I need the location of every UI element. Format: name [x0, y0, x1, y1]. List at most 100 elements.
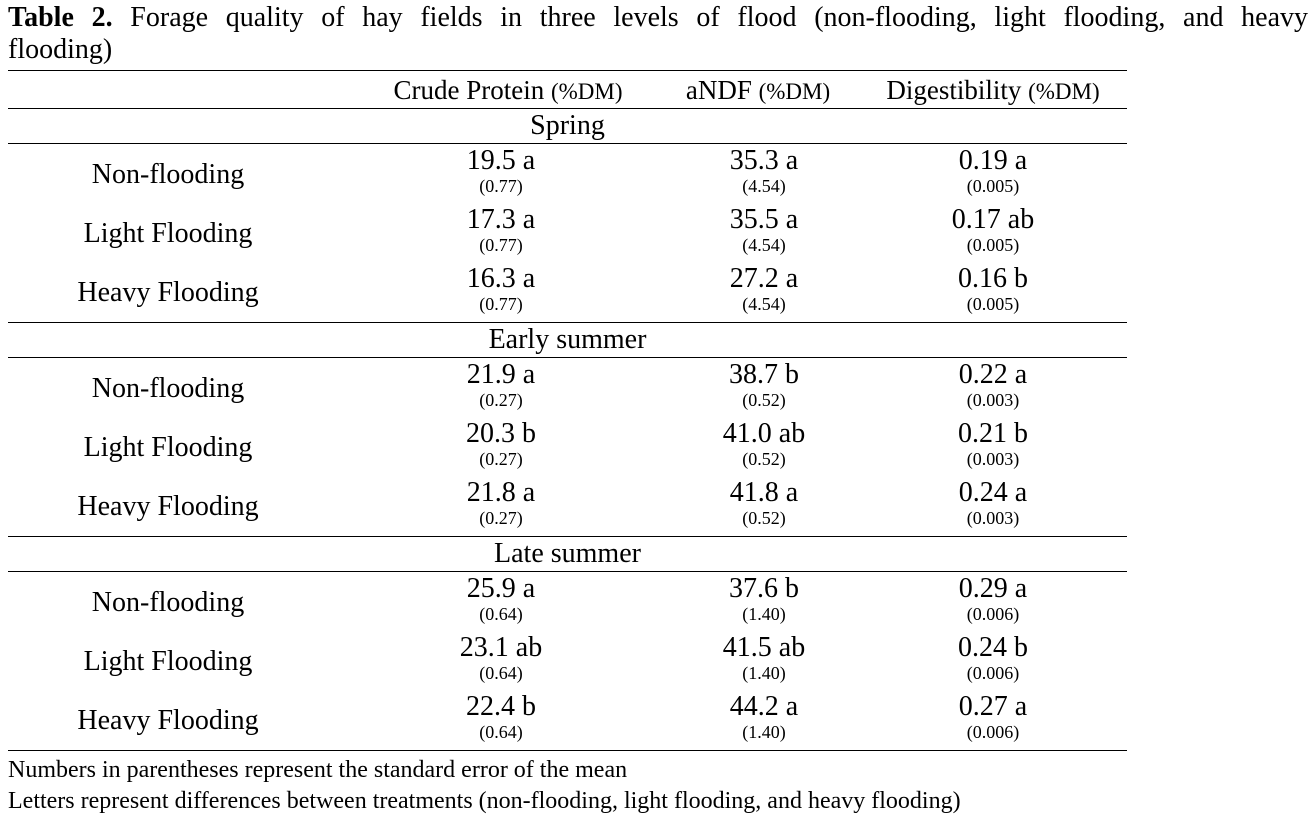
note-standard-error: Numbers in parentheses represent the sta… [8, 757, 628, 783]
cell-mean: 0.27 a [958, 691, 1028, 722]
section-end-rule [8, 322, 1127, 323]
table-cell: 23.1 ab (0.64) [391, 632, 611, 684]
cell-mean: 0.24 b [958, 632, 1028, 663]
table-cell: 41.5 ab (1.40) [654, 632, 874, 684]
table-cell: 0.21 b (0.003) [883, 418, 1103, 470]
col-header-unit: (%DM) [550, 79, 623, 104]
cell-mean: 41.0 ab [722, 418, 806, 449]
cell-mean: 22.4 b [466, 691, 536, 722]
cell-mean: 0.21 b [958, 418, 1028, 449]
cell-standard-error: (0.52) [742, 508, 786, 528]
cell-mean: 27.2 a [729, 263, 799, 294]
section-rule [8, 571, 1127, 572]
col-header-name: Crude Protein [393, 75, 545, 105]
cell-standard-error: (0.77) [479, 294, 523, 314]
table-cell: 17.3 a (0.77) [391, 204, 611, 256]
col-header-unit: (%DM) [1028, 79, 1100, 104]
table-cell: 41.8 a (0.52) [654, 477, 874, 529]
cell-mean: 19.5 a [466, 145, 536, 176]
table-cell: 0.27 a (0.006) [883, 691, 1103, 743]
cell-mean: 0.17 ab [951, 204, 1035, 235]
cell-standard-error: (0.27) [479, 449, 523, 469]
cell-standard-error: (0.64) [479, 604, 523, 624]
col-header-unit: (%DM) [758, 79, 831, 104]
cell-mean: 37.6 b [729, 573, 799, 604]
cell-standard-error: (0.005) [966, 176, 1020, 196]
table-cell: 44.2 a (1.40) [654, 691, 874, 743]
row-label: Heavy Flooding [77, 277, 259, 308]
cell-standard-error: (1.40) [742, 663, 786, 683]
cell-standard-error: (0.27) [479, 508, 523, 528]
table-cell: 20.3 b (0.27) [391, 418, 611, 470]
row-label: Non-flooding [91, 159, 245, 190]
cell-mean: 0.19 a [958, 145, 1028, 176]
cell-standard-error: (0.52) [742, 449, 786, 469]
table-cell: 38.7 b (0.52) [654, 359, 874, 411]
table-cell: 25.9 a (0.64) [391, 573, 611, 625]
table-cell: 0.16 b (0.005) [883, 263, 1103, 315]
cell-mean: 41.8 a [729, 477, 799, 508]
row-label: Non-flooding [91, 587, 245, 618]
table-cell: 0.22 a (0.003) [883, 359, 1103, 411]
cell-standard-error: (1.40) [742, 604, 786, 624]
section-rule [8, 357, 1127, 358]
cell-mean: 44.2 a [729, 691, 799, 722]
table-cell: 16.3 a (0.77) [391, 263, 611, 315]
cell-standard-error: (0.27) [479, 390, 523, 410]
cell-mean: 0.24 a [958, 477, 1028, 508]
row-label: Heavy Flooding [77, 705, 259, 736]
table-cell: 21.9 a (0.27) [391, 360, 611, 411]
bottom-rule [8, 750, 1127, 751]
row-label: Non-flooding [91, 373, 245, 404]
row-label: Light Flooding [83, 646, 253, 677]
cell-standard-error: (0.003) [966, 449, 1020, 469]
cell-standard-error: (0.005) [966, 294, 1020, 314]
table-cell: 0.24 a (0.003) [883, 477, 1103, 529]
table-cell: 0.29 a (0.006) [883, 573, 1103, 625]
cell-mean: 20.3 b [466, 418, 536, 449]
cell-mean: 16.3 a [466, 263, 536, 294]
cell-standard-error: (4.54) [742, 176, 786, 196]
section-title: Spring [530, 110, 605, 141]
cell-standard-error: (0.003) [966, 390, 1020, 410]
cell-standard-error: (0.64) [479, 663, 523, 683]
table-cell: 22.4 b (0.64) [391, 691, 611, 743]
top-rule [8, 70, 1127, 71]
header-rule [8, 108, 1127, 109]
cell-standard-error: (0.64) [479, 722, 523, 742]
table-cell: 0.19 a (0.005) [883, 145, 1103, 197]
table-cell: 0.24 b (0.006) [883, 632, 1103, 684]
table-cell: 21.8 a (0.27) [391, 478, 611, 529]
col-header-name: aNDF [685, 75, 752, 105]
section-title: Early summer [488, 324, 647, 355]
cell-standard-error: (0.77) [479, 235, 523, 255]
cell-mean: 0.29 a [958, 573, 1028, 604]
cell-mean: 0.16 b [958, 263, 1028, 294]
cell-standard-error: (1.40) [742, 722, 786, 742]
cell-mean: 35.3 a [729, 145, 799, 176]
cell-mean: 0.22 a [958, 359, 1028, 390]
cell-standard-error: (0.77) [479, 176, 523, 196]
cell-standard-error: (0.52) [742, 390, 786, 410]
col-header-name: Digestibility [886, 75, 1022, 105]
cell-mean: 25.9 a [466, 573, 536, 604]
caption-text-1: Forage quality of hay fields in three le… [130, 2, 1309, 33]
cell-standard-error: (0.005) [966, 235, 1020, 255]
table-cell: 19.5 a (0.77) [391, 145, 611, 197]
table-cell: 37.6 b (1.40) [654, 573, 874, 625]
cell-standard-error: (0.006) [966, 722, 1020, 742]
caption-label: Table 2. [8, 2, 113, 33]
row-label: Light Flooding [83, 218, 253, 249]
table-cell: 27.2 a (4.54) [654, 263, 874, 315]
cell-standard-error: (0.003) [966, 508, 1020, 528]
table-cell: 35.3 a (4.54) [654, 145, 874, 197]
cell-mean: 35.5 a [729, 204, 799, 235]
cell-mean: 41.5 ab [722, 632, 806, 663]
cell-mean: 23.1 ab [459, 632, 543, 663]
section-end-rule [8, 536, 1127, 537]
section-rule [8, 143, 1127, 144]
cell-mean: 17.3 a [466, 204, 536, 235]
section-title: Late summer [494, 538, 641, 569]
cell-mean: 38.7 b [729, 359, 799, 390]
table-caption: Table 2. Forage quality of hay fields in… [8, 2, 1308, 66]
